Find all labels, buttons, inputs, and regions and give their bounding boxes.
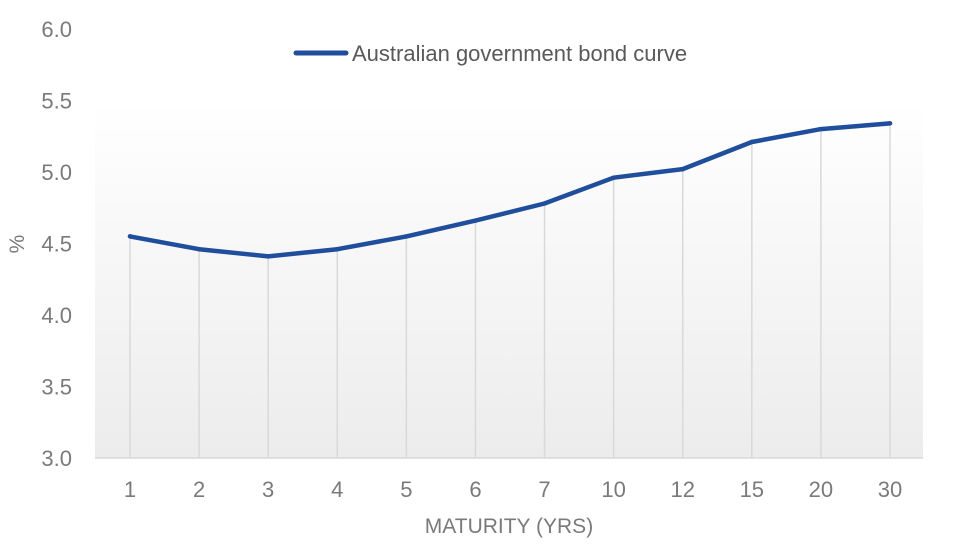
y-tick-label: 5.0: [41, 160, 72, 185]
y-tick-label: 5.5: [41, 89, 72, 114]
data-point: [127, 234, 133, 239]
x-tick-label: 7: [538, 477, 550, 502]
data-point: [611, 175, 616, 180]
x-tick-label: 4: [331, 477, 343, 502]
data-point: [749, 139, 755, 145]
x-tick-label: 1: [124, 477, 136, 502]
data-point: [680, 166, 685, 172]
y-tick-label: 3.5: [41, 375, 72, 400]
data-point: [473, 218, 478, 223]
x-tick-label: 12: [670, 477, 694, 502]
x-tick-label: 3: [262, 477, 274, 502]
data-point: [887, 121, 893, 126]
x-tick-label: 10: [601, 477, 625, 502]
drop-lines: [129, 123, 891, 458]
x-axis-title: MATURITY (YRS): [425, 515, 593, 538]
data-point: [196, 247, 202, 252]
series-line: [127, 121, 893, 259]
y-tick-label: 3.0: [41, 446, 72, 471]
series-group: [127, 121, 893, 259]
legend-label: Australian government bond curve: [352, 41, 687, 66]
data-point: [818, 126, 824, 132]
y-tick-label: 4.0: [41, 303, 72, 328]
x-tick-label: 2: [193, 477, 205, 502]
y-tick-labels: 3.0 3.5 4.0 4.5 5.0 5.5 6.0: [41, 17, 72, 471]
x-tick-label: 6: [469, 477, 481, 502]
y-tick-label: 4.5: [41, 232, 72, 257]
x-tick-label: 30: [878, 477, 902, 502]
y-tick-label: 6.0: [41, 17, 72, 42]
legend: Australian government bond curve: [293, 41, 687, 66]
data-point: [265, 254, 271, 259]
x-tick-label: 15: [740, 477, 764, 502]
data-point: [335, 247, 340, 252]
plot-area: [95, 100, 923, 458]
data-point: [542, 201, 547, 206]
x-tick-label: 20: [809, 477, 833, 502]
x-tick-label: 5: [400, 477, 412, 502]
data-point: [404, 234, 409, 239]
y-axis-title: %: [6, 235, 29, 254]
x-tick-labels: 1 2 3 4 5 6 7 10 12 15 20 30: [124, 477, 902, 502]
